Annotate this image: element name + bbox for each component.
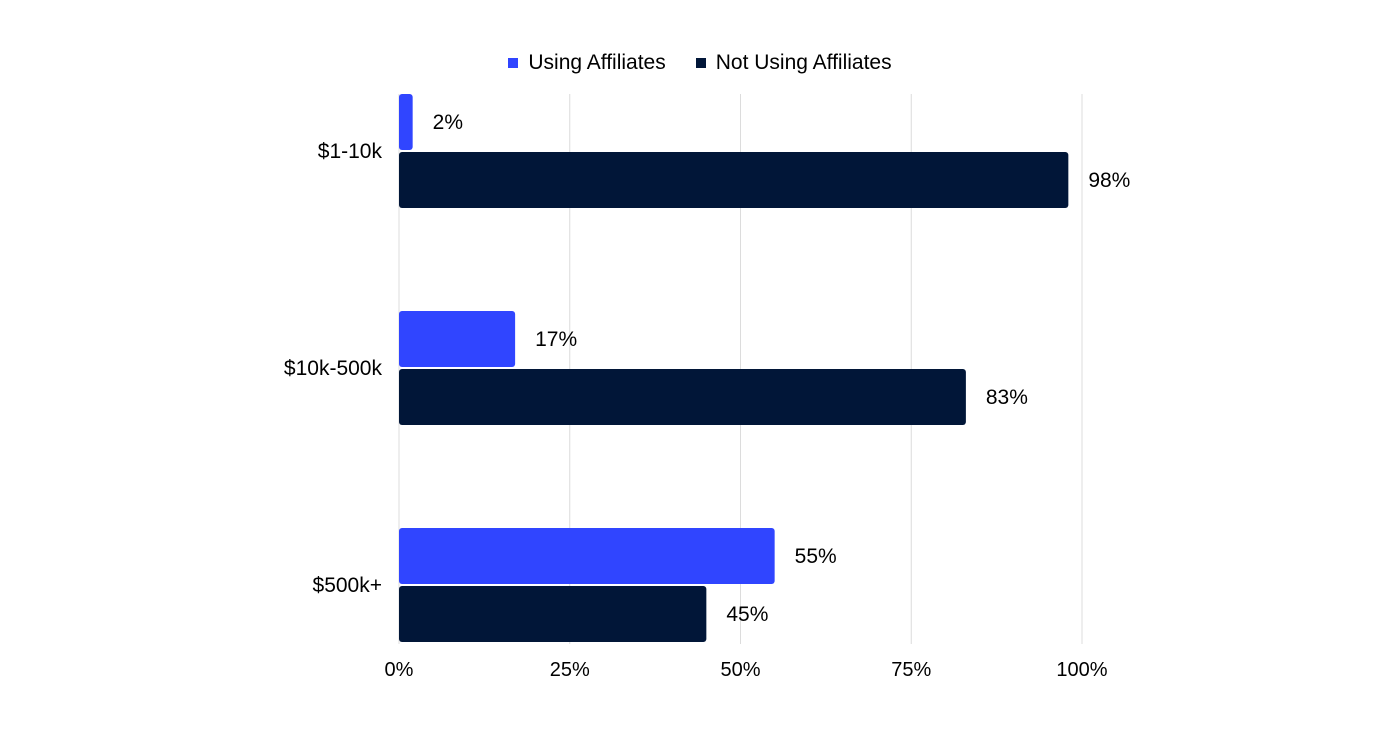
- data-label-2-1: 45%: [726, 603, 768, 626]
- category-label-2: $500k+: [313, 574, 382, 597]
- bar-2-1: [399, 586, 707, 642]
- bar-1-1: [399, 369, 966, 425]
- data-label-0-0: 2%: [433, 111, 463, 134]
- category-label-0: $1-10k: [318, 140, 383, 163]
- legend-item-using-affiliates: Using Affiliates: [508, 51, 666, 75]
- x-tick-label-2: 50%: [720, 659, 760, 681]
- data-label-0-1: 98%: [1088, 169, 1130, 192]
- legend-swatch-not-using-affiliates: [695, 58, 706, 68]
- data-label-1-1: 83%: [986, 386, 1028, 409]
- legend-item-not-using-affiliates: Not Using Affiliates: [695, 51, 892, 75]
- chart-legend: Using Affiliates Not Using Affiliates: [0, 48, 1400, 78]
- bar-2-0: [399, 528, 775, 584]
- x-tick-label-4: 100%: [1056, 659, 1107, 681]
- legend-label-using-affiliates: Using Affiliates: [528, 51, 666, 74]
- bar-1-0: [399, 311, 516, 367]
- bar-0-1: [399, 152, 1069, 208]
- legend-swatch-using-affiliates: [508, 58, 519, 68]
- bar-0-0: [399, 94, 413, 150]
- x-tick-label-0: 0%: [385, 659, 414, 681]
- x-tick-label-3: 75%: [891, 659, 931, 681]
- data-label-1-0: 17%: [535, 328, 577, 351]
- data-label-2-0: 55%: [795, 545, 837, 568]
- category-label-1: $10k-500k: [284, 357, 383, 380]
- legend-label-not-using-affiliates: Not Using Affiliates: [715, 51, 892, 74]
- x-tick-label-1: 25%: [550, 659, 590, 681]
